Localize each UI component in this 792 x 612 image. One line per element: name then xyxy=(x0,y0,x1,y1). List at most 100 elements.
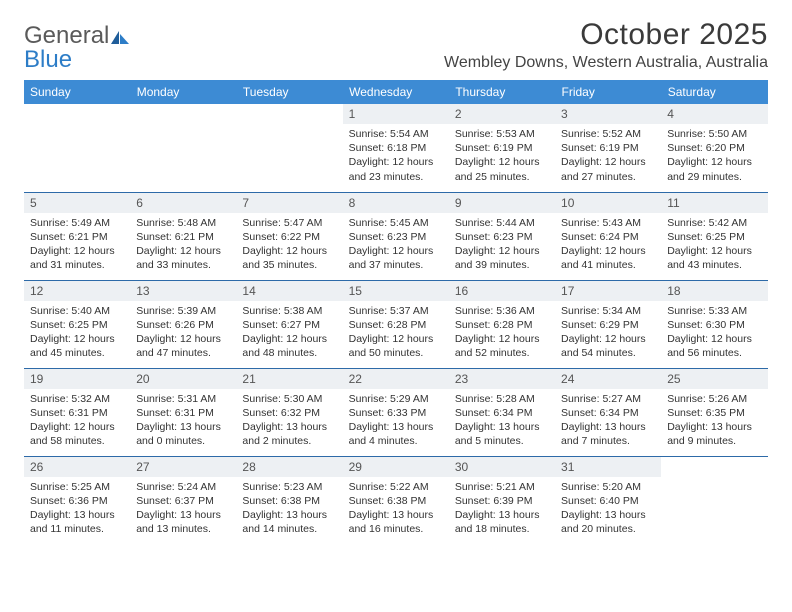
day-content: Sunrise: 5:32 AMSunset: 6:31 PMDaylight:… xyxy=(24,389,130,453)
day-content: Sunrise: 5:20 AMSunset: 6:40 PMDaylight:… xyxy=(555,477,661,541)
day-content: Sunrise: 5:22 AMSunset: 6:38 PMDaylight:… xyxy=(343,477,449,541)
day-content: Sunrise: 5:45 AMSunset: 6:23 PMDaylight:… xyxy=(343,213,449,277)
day-number: 24 xyxy=(555,369,661,389)
calendar-day-cell: 11Sunrise: 5:42 AMSunset: 6:25 PMDayligh… xyxy=(661,192,767,280)
calendar-day-cell: 31Sunrise: 5:20 AMSunset: 6:40 PMDayligh… xyxy=(555,456,661,544)
day-content: Sunrise: 5:29 AMSunset: 6:33 PMDaylight:… xyxy=(343,389,449,453)
logo-text-general: General xyxy=(24,22,109,49)
day-number: 11 xyxy=(661,193,767,213)
day-number: 1 xyxy=(343,104,449,124)
day-content: Sunrise: 5:31 AMSunset: 6:31 PMDaylight:… xyxy=(130,389,236,453)
weekday-header: Saturday xyxy=(661,80,767,104)
calendar-day-cell: 23Sunrise: 5:28 AMSunset: 6:34 PMDayligh… xyxy=(449,368,555,456)
day-number: 4 xyxy=(661,104,767,124)
day-number: 19 xyxy=(24,369,130,389)
calendar-day-cell: 30Sunrise: 5:21 AMSunset: 6:39 PMDayligh… xyxy=(449,456,555,544)
day-number: 18 xyxy=(661,281,767,301)
calendar-day-cell: 8Sunrise: 5:45 AMSunset: 6:23 PMDaylight… xyxy=(343,192,449,280)
calendar-day-cell: 6Sunrise: 5:48 AMSunset: 6:21 PMDaylight… xyxy=(130,192,236,280)
day-number: 12 xyxy=(24,281,130,301)
calendar-day-cell: 22Sunrise: 5:29 AMSunset: 6:33 PMDayligh… xyxy=(343,368,449,456)
day-number: 21 xyxy=(236,369,342,389)
calendar-day-cell xyxy=(24,104,130,192)
day-number: 5 xyxy=(24,193,130,213)
calendar-day-cell: 3Sunrise: 5:52 AMSunset: 6:19 PMDaylight… xyxy=(555,104,661,192)
day-content: Sunrise: 5:26 AMSunset: 6:35 PMDaylight:… xyxy=(661,389,767,453)
day-number: 9 xyxy=(449,193,555,213)
weekday-header: Tuesday xyxy=(236,80,342,104)
calendar-day-cell: 28Sunrise: 5:23 AMSunset: 6:38 PMDayligh… xyxy=(236,456,342,544)
day-content: Sunrise: 5:50 AMSunset: 6:20 PMDaylight:… xyxy=(661,124,767,188)
day-content: Sunrise: 5:30 AMSunset: 6:32 PMDaylight:… xyxy=(236,389,342,453)
calendar-day-cell: 24Sunrise: 5:27 AMSunset: 6:34 PMDayligh… xyxy=(555,368,661,456)
title-block: October 2025 Wembley Downs, Western Aust… xyxy=(444,18,768,72)
calendar-day-cell: 15Sunrise: 5:37 AMSunset: 6:28 PMDayligh… xyxy=(343,280,449,368)
location: Wembley Downs, Western Australia, Austra… xyxy=(444,54,768,72)
day-content: Sunrise: 5:49 AMSunset: 6:21 PMDaylight:… xyxy=(24,213,130,277)
day-number: 16 xyxy=(449,281,555,301)
calendar-day-cell: 12Sunrise: 5:40 AMSunset: 6:25 PMDayligh… xyxy=(24,280,130,368)
day-content: Sunrise: 5:39 AMSunset: 6:26 PMDaylight:… xyxy=(130,301,236,365)
day-content: Sunrise: 5:25 AMSunset: 6:36 PMDaylight:… xyxy=(24,477,130,541)
weekday-header: Thursday xyxy=(449,80,555,104)
calendar-day-cell: 13Sunrise: 5:39 AMSunset: 6:26 PMDayligh… xyxy=(130,280,236,368)
day-number: 6 xyxy=(130,193,236,213)
calendar-day-cell: 7Sunrise: 5:47 AMSunset: 6:22 PMDaylight… xyxy=(236,192,342,280)
calendar-day-cell: 14Sunrise: 5:38 AMSunset: 6:27 PMDayligh… xyxy=(236,280,342,368)
calendar-day-cell: 17Sunrise: 5:34 AMSunset: 6:29 PMDayligh… xyxy=(555,280,661,368)
day-number: 3 xyxy=(555,104,661,124)
calendar-day-cell: 27Sunrise: 5:24 AMSunset: 6:37 PMDayligh… xyxy=(130,456,236,544)
calendar-week-row: 26Sunrise: 5:25 AMSunset: 6:36 PMDayligh… xyxy=(24,456,768,544)
day-number: 15 xyxy=(343,281,449,301)
day-content: Sunrise: 5:48 AMSunset: 6:21 PMDaylight:… xyxy=(130,213,236,277)
calendar-day-cell: 9Sunrise: 5:44 AMSunset: 6:23 PMDaylight… xyxy=(449,192,555,280)
calendar-day-cell: 2Sunrise: 5:53 AMSunset: 6:19 PMDaylight… xyxy=(449,104,555,192)
day-number: 8 xyxy=(343,193,449,213)
day-content: Sunrise: 5:52 AMSunset: 6:19 PMDaylight:… xyxy=(555,124,661,188)
month-title: October 2025 xyxy=(444,18,768,52)
day-content: Sunrise: 5:54 AMSunset: 6:18 PMDaylight:… xyxy=(343,124,449,188)
day-content: Sunrise: 5:28 AMSunset: 6:34 PMDaylight:… xyxy=(449,389,555,453)
calendar-day-cell: 25Sunrise: 5:26 AMSunset: 6:35 PMDayligh… xyxy=(661,368,767,456)
day-number: 14 xyxy=(236,281,342,301)
calendar-week-row: 1Sunrise: 5:54 AMSunset: 6:18 PMDaylight… xyxy=(24,104,768,192)
day-content: Sunrise: 5:38 AMSunset: 6:27 PMDaylight:… xyxy=(236,301,342,365)
calendar-body: 1Sunrise: 5:54 AMSunset: 6:18 PMDaylight… xyxy=(24,104,768,544)
weekday-header: Sunday xyxy=(24,80,130,104)
calendar-day-cell xyxy=(130,104,236,192)
day-number: 2 xyxy=(449,104,555,124)
calendar-table: SundayMondayTuesdayWednesdayThursdayFrid… xyxy=(24,80,768,544)
day-content: Sunrise: 5:43 AMSunset: 6:24 PMDaylight:… xyxy=(555,213,661,277)
calendar-day-cell: 29Sunrise: 5:22 AMSunset: 6:38 PMDayligh… xyxy=(343,456,449,544)
day-number: 29 xyxy=(343,457,449,477)
day-content: Sunrise: 5:44 AMSunset: 6:23 PMDaylight:… xyxy=(449,213,555,277)
day-content: Sunrise: 5:47 AMSunset: 6:22 PMDaylight:… xyxy=(236,213,342,277)
weekday-header: Wednesday xyxy=(343,80,449,104)
day-content: Sunrise: 5:42 AMSunset: 6:25 PMDaylight:… xyxy=(661,213,767,277)
logo-sail-icon xyxy=(111,24,131,51)
day-number: 27 xyxy=(130,457,236,477)
day-number: 26 xyxy=(24,457,130,477)
logo: GeneralBlue xyxy=(24,18,131,74)
calendar-day-cell xyxy=(661,456,767,544)
day-content: Sunrise: 5:53 AMSunset: 6:19 PMDaylight:… xyxy=(449,124,555,188)
day-number: 20 xyxy=(130,369,236,389)
day-content: Sunrise: 5:21 AMSunset: 6:39 PMDaylight:… xyxy=(449,477,555,541)
day-content: Sunrise: 5:23 AMSunset: 6:38 PMDaylight:… xyxy=(236,477,342,541)
calendar-day-cell: 16Sunrise: 5:36 AMSunset: 6:28 PMDayligh… xyxy=(449,280,555,368)
calendar-day-cell: 1Sunrise: 5:54 AMSunset: 6:18 PMDaylight… xyxy=(343,104,449,192)
calendar-week-row: 12Sunrise: 5:40 AMSunset: 6:25 PMDayligh… xyxy=(24,280,768,368)
day-content: Sunrise: 5:34 AMSunset: 6:29 PMDaylight:… xyxy=(555,301,661,365)
day-number: 28 xyxy=(236,457,342,477)
day-number: 23 xyxy=(449,369,555,389)
day-number: 22 xyxy=(343,369,449,389)
calendar-day-cell: 20Sunrise: 5:31 AMSunset: 6:31 PMDayligh… xyxy=(130,368,236,456)
calendar-day-cell xyxy=(236,104,342,192)
calendar-day-cell: 5Sunrise: 5:49 AMSunset: 6:21 PMDaylight… xyxy=(24,192,130,280)
weekday-header-row: SundayMondayTuesdayWednesdayThursdayFrid… xyxy=(24,80,768,104)
day-number: 31 xyxy=(555,457,661,477)
day-number: 17 xyxy=(555,281,661,301)
day-number: 7 xyxy=(236,193,342,213)
calendar-day-cell: 4Sunrise: 5:50 AMSunset: 6:20 PMDaylight… xyxy=(661,104,767,192)
day-number: 30 xyxy=(449,457,555,477)
